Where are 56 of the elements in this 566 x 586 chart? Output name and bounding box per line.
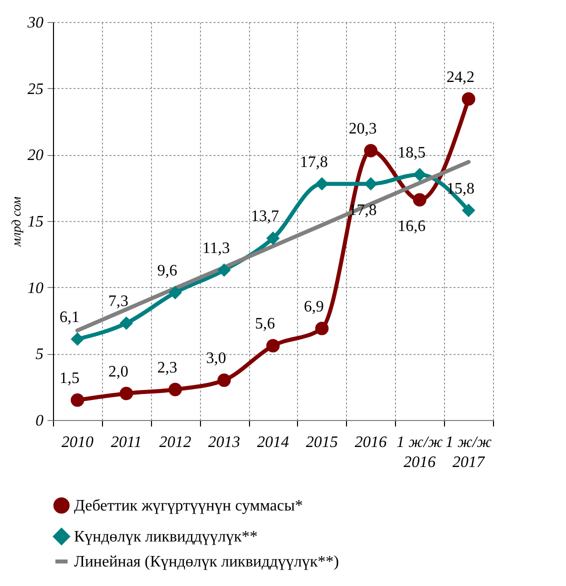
y-tick-label: 30 bbox=[26, 14, 44, 32]
y-tick-label: 20 bbox=[28, 147, 44, 164]
y-tick-label: 5 bbox=[36, 346, 44, 364]
x-tick-label: 2013 bbox=[208, 434, 240, 451]
data-label: 17,8 bbox=[300, 154, 328, 171]
point bbox=[266, 339, 280, 352]
point bbox=[70, 393, 84, 407]
data-label: 1,5 bbox=[59, 370, 80, 388]
point bbox=[462, 92, 476, 106]
point bbox=[217, 374, 231, 387]
y-tick-label: 10 bbox=[28, 280, 44, 297]
x-tick-label: 1 ж/ж 2016 bbox=[396, 434, 443, 471]
data-label: 15,8 bbox=[446, 180, 475, 198]
data-label: 2,3 bbox=[157, 359, 178, 376]
x-tick-label: 2012 bbox=[159, 434, 192, 451]
legend-label: Линейная (Күндөлүк ликвиддүүлүк**) bbox=[74, 554, 339, 570]
point bbox=[168, 286, 182, 300]
y-axis-title: млрд сом bbox=[8, 196, 24, 248]
point bbox=[120, 316, 134, 330]
data-label: 18,5 bbox=[398, 144, 426, 162]
data-label: 17,8 bbox=[348, 202, 377, 219]
data-label: 9,6 bbox=[157, 262, 178, 280]
data-label: 11,3 bbox=[202, 240, 230, 258]
data-label: 6,9 bbox=[304, 298, 324, 316]
point bbox=[217, 263, 231, 277]
y-tick-label: 25 bbox=[28, 80, 44, 98]
legend-label: Күндөлүк ликвиддүүлүк** bbox=[74, 528, 258, 546]
x-tick-label: 2010 bbox=[61, 434, 94, 451]
point bbox=[266, 232, 280, 245]
legend-label: Дебеттик жүгүртүүнүн суммасы* bbox=[74, 498, 303, 514]
x-tick-label: 2011 bbox=[110, 434, 142, 451]
point bbox=[315, 322, 329, 336]
point bbox=[315, 177, 329, 191]
data-label: 13,7 bbox=[251, 208, 279, 226]
data-label: 16,6 bbox=[398, 218, 426, 235]
x-tick-label: 2014 bbox=[257, 434, 289, 451]
data-label: 3,0 bbox=[206, 350, 226, 368]
data-label: 2,0 bbox=[108, 363, 128, 380]
y-tick-label: 15 bbox=[28, 214, 44, 230]
point bbox=[168, 382, 182, 396]
x-tick-label: 2016 bbox=[354, 434, 387, 451]
data-label: 5,6 bbox=[255, 316, 275, 333]
data-label: 24,2 bbox=[446, 68, 475, 86]
data-label: 6,1 bbox=[59, 309, 80, 326]
point bbox=[364, 177, 378, 191]
point bbox=[412, 193, 426, 206]
x-tick-label: 2015 bbox=[306, 434, 338, 451]
point bbox=[70, 332, 84, 346]
data-label: 20,3 bbox=[348, 120, 377, 138]
point bbox=[120, 386, 134, 400]
point bbox=[412, 168, 426, 182]
x-tick-label: 1 ж/ж 2017 bbox=[445, 434, 492, 471]
point bbox=[364, 144, 378, 158]
point bbox=[462, 204, 476, 218]
data-label: 7,3 bbox=[108, 293, 128, 310]
y-tick-label: 0 bbox=[36, 412, 44, 430]
